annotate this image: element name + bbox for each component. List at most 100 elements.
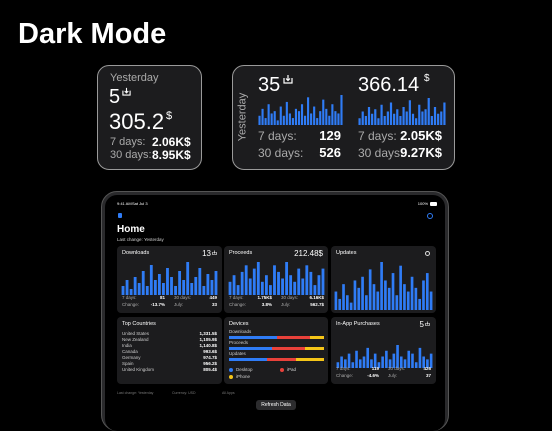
bar — [149, 265, 153, 295]
legend-label: iPhone — [236, 374, 251, 379]
stat-value: 3.8% — [261, 302, 272, 307]
bar — [232, 275, 236, 295]
stat-label: 7 days: — [110, 136, 146, 148]
bar — [182, 280, 186, 295]
refresh-button[interactable] — [256, 400, 296, 410]
bar — [240, 271, 244, 295]
bar — [236, 285, 240, 295]
bar — [361, 111, 364, 125]
bar — [294, 108, 298, 125]
card-title: In-App Purchases — [336, 321, 380, 327]
bar — [303, 115, 307, 125]
legend-dot — [280, 368, 284, 372]
iap-card — [331, 317, 436, 384]
bar — [186, 262, 190, 295]
country-value: 974.7$ — [203, 355, 217, 360]
page-heading: Home — [117, 224, 145, 235]
bar — [334, 111, 337, 125]
stat-value: -13.7% — [150, 302, 165, 307]
bar — [376, 291, 380, 310]
bar — [157, 274, 161, 295]
stat-value: 119 — [371, 366, 379, 371]
bar — [309, 271, 313, 295]
card-title: Top Countries — [122, 321, 156, 327]
stat-label: 7 days: — [122, 295, 137, 300]
bar — [331, 104, 334, 125]
bar — [364, 116, 367, 125]
bar — [405, 111, 408, 125]
stat-label: 30 days: — [110, 149, 152, 161]
button-label: Refresh Data — [261, 402, 291, 408]
device-share — [229, 358, 267, 361]
bar — [392, 353, 396, 368]
bar — [162, 283, 165, 295]
bar — [291, 118, 294, 125]
country-name: India — [122, 343, 132, 348]
bar — [261, 108, 264, 125]
settings-button[interactable] — [427, 213, 433, 219]
stat-label: Change: — [336, 373, 354, 378]
sidebar-button[interactable] — [118, 213, 122, 218]
bar — [425, 273, 429, 310]
card-title: Proceeds — [229, 250, 253, 256]
bar — [276, 120, 279, 125]
bar — [273, 265, 276, 295]
bar-chart — [334, 262, 433, 310]
bar — [316, 118, 319, 125]
bar — [170, 277, 173, 295]
country-name: Germany — [122, 355, 141, 360]
bar — [426, 359, 429, 368]
device-share — [229, 347, 272, 350]
country-value: 805.4$ — [203, 367, 217, 372]
bar — [396, 109, 399, 125]
bar — [282, 115, 285, 125]
stat-value: 562.7$ — [310, 302, 324, 307]
stat-label: 30 days: — [174, 295, 192, 300]
bar — [285, 262, 289, 295]
download-icon — [425, 321, 430, 326]
bar — [319, 111, 322, 125]
period-label: Yesterday — [236, 92, 249, 142]
bar — [411, 113, 415, 125]
stat-label: 30 days: — [388, 366, 406, 371]
legend-label: Desktop — [236, 367, 253, 372]
stat-value: 129 — [319, 128, 341, 143]
bar — [386, 111, 389, 125]
bar — [358, 359, 362, 368]
bar — [202, 286, 206, 295]
stat-value: 37 — [425, 373, 431, 378]
stat-label: Change: — [229, 302, 247, 307]
stat-label: 7 days: — [258, 129, 297, 143]
bar-chart — [336, 345, 433, 368]
bar — [279, 106, 282, 125]
bar-chart — [121, 262, 218, 295]
stat-label: Change: — [122, 302, 140, 307]
bar — [267, 104, 270, 125]
bar — [349, 302, 353, 310]
stat-label: 30 days: — [281, 295, 299, 300]
page-title: Dark Mode — [18, 18, 167, 50]
bar — [338, 298, 342, 310]
download-icon — [212, 250, 217, 255]
card-title: Devices — [229, 321, 249, 327]
bar — [174, 286, 177, 295]
stat-value: 8.95K$ — [152, 148, 191, 162]
footer-text: Currency: USD — [172, 391, 196, 395]
country-name: New Zealand — [122, 337, 149, 342]
stat-value: 2.05K$ — [400, 128, 442, 143]
device-share — [229, 336, 277, 339]
card-title: Updates — [336, 250, 357, 256]
currency-symbol: $ — [424, 73, 430, 84]
bar — [387, 287, 391, 310]
bar — [137, 283, 141, 295]
stat-label: 30 days: — [358, 146, 404, 160]
bar — [281, 278, 284, 295]
bar — [277, 271, 280, 295]
bar — [367, 107, 371, 125]
legend-label: iPad — [287, 367, 297, 372]
status-date: Sat Jul 3 — [132, 201, 148, 206]
bar — [366, 347, 370, 368]
bar — [313, 106, 316, 125]
device-share — [309, 336, 324, 339]
stat-label: 7 days: — [358, 129, 397, 143]
